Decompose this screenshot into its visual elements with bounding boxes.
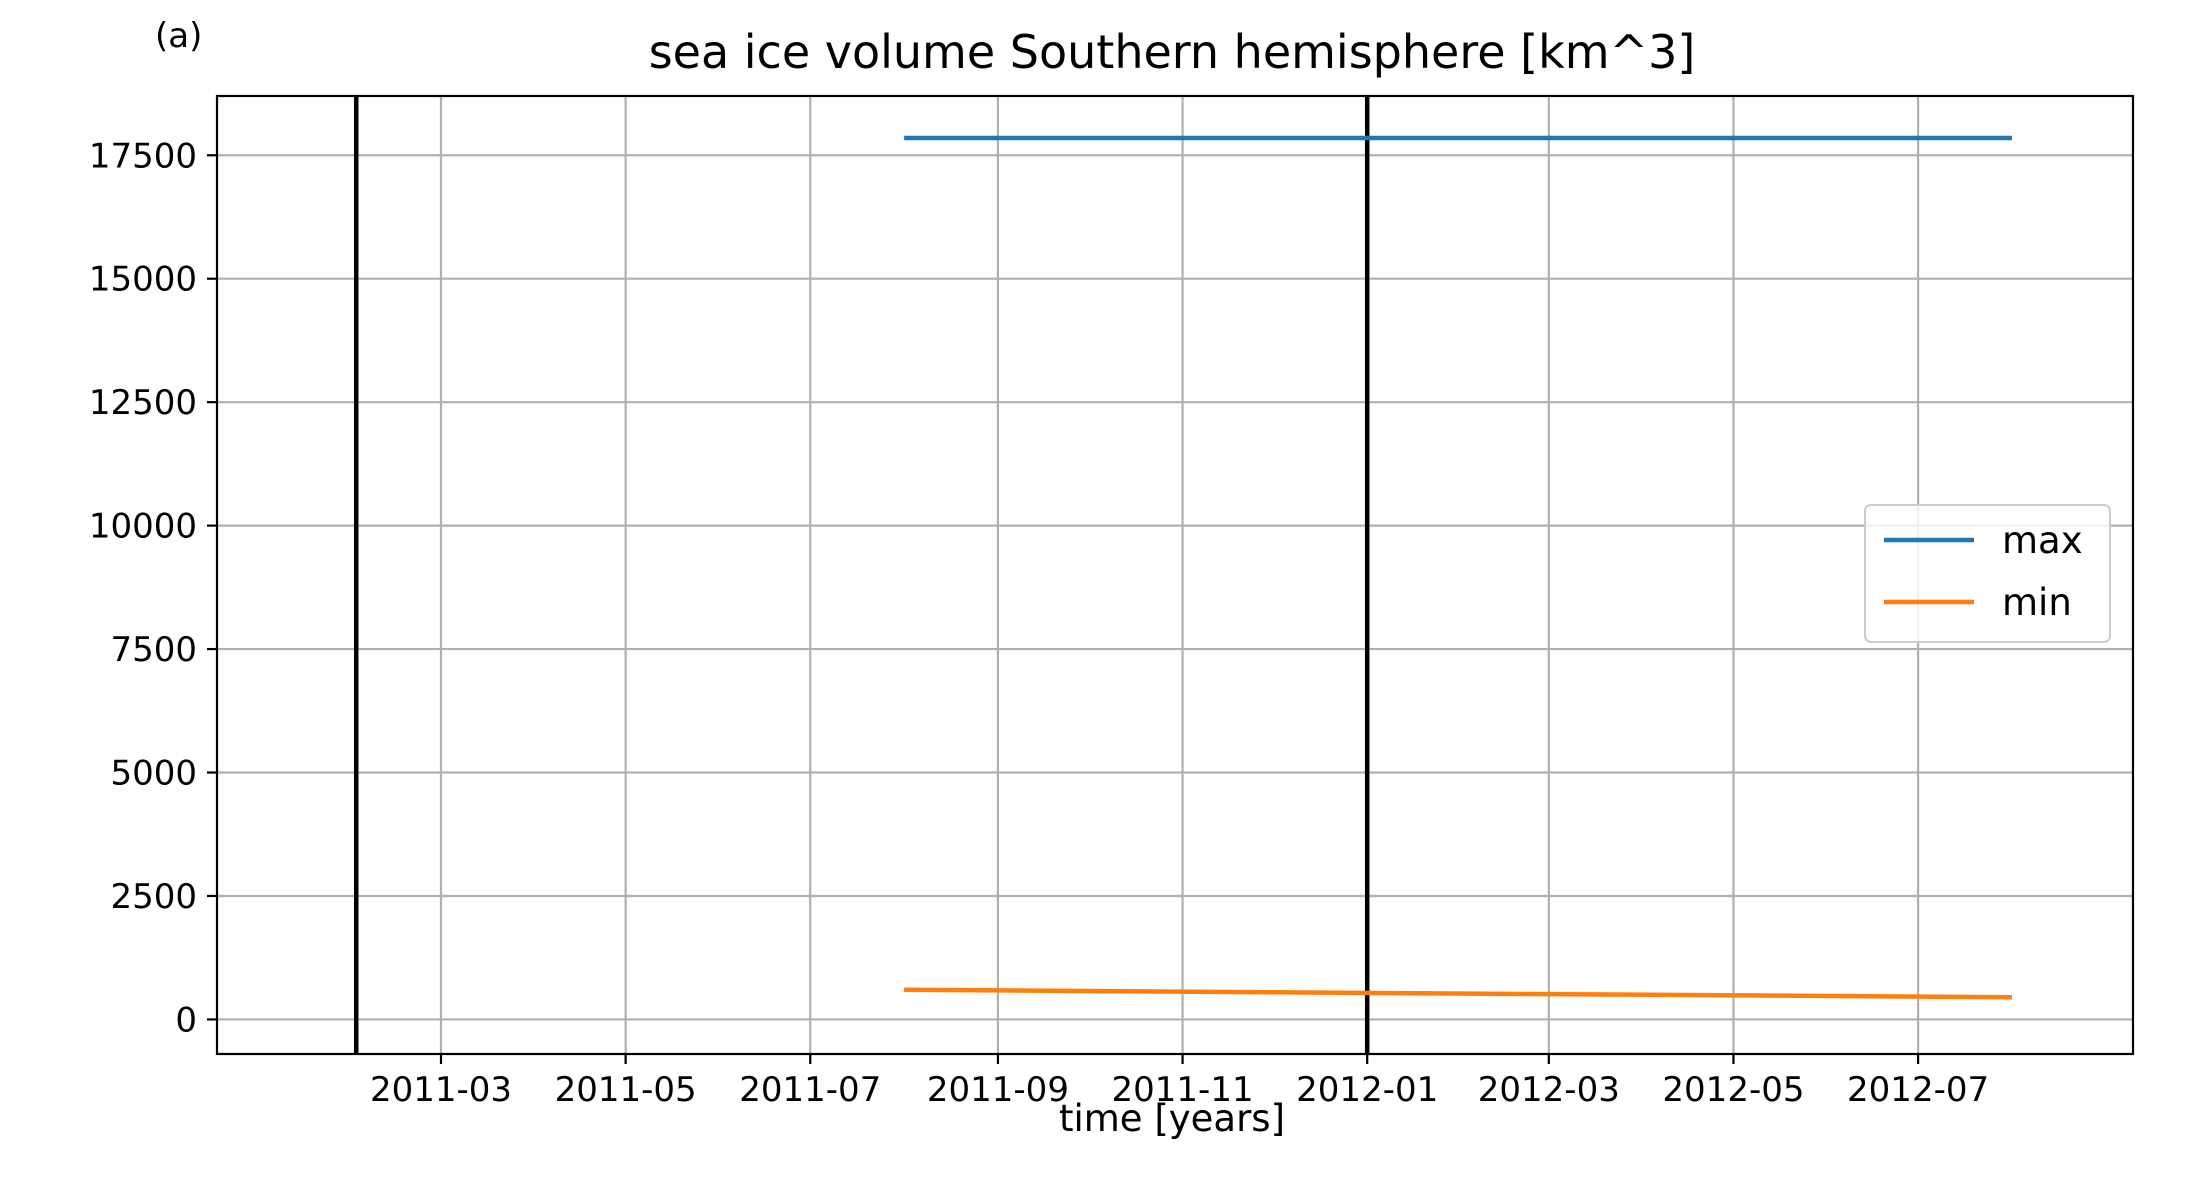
x-axis-label: time [years] — [1059, 1097, 1285, 1140]
y-tick-label: 12500 — [89, 383, 197, 423]
legend-label-max: max — [2002, 519, 2083, 562]
series-lines — [904, 135, 2012, 1000]
chart-title: sea ice volume Southern hemisphere [km^3… — [649, 25, 1696, 79]
plot-frame — [215, 94, 2135, 1056]
legend-label-min: min — [2002, 581, 2072, 624]
y-tick-label: 7500 — [110, 630, 197, 670]
y-tick-label: 15000 — [89, 260, 197, 300]
x-tick-label: 2011-05 — [555, 1070, 697, 1110]
x-tick-label: 2012-07 — [1847, 1070, 1989, 1110]
series-line-min — [904, 987, 2012, 1000]
legend: max min — [1864, 504, 2111, 643]
y-axis-ticks: 0 2500 5000 7500 10000 12500 15000 17500 — [89, 136, 217, 1040]
x-tick-label: 2011-11 — [1112, 1070, 1254, 1110]
x-tick-label: 2012-03 — [1478, 1070, 1620, 1110]
panel-label: (a) — [155, 16, 202, 56]
y-tick-label: 0 — [175, 1000, 197, 1040]
y-tick-label: 17500 — [89, 136, 197, 176]
x-tick-label: 2011-09 — [927, 1070, 1069, 1110]
x-tick-label: 2011-07 — [739, 1070, 881, 1110]
x-axis-ticks: 2011-03 2011-05 2011-07 2011-09 2011-11 2012-… — [370, 1054, 1989, 1110]
x-tick-label: 2011-03 — [370, 1070, 512, 1110]
y-tick-label: 5000 — [110, 754, 197, 794]
y-tick-label: 2500 — [110, 877, 197, 917]
x-tick-label: 2012-05 — [1662, 1070, 1804, 1110]
grid — [217, 96, 2133, 1054]
vertical-markers — [353, 96, 1370, 1054]
x-tick-label: 2012-01 — [1296, 1070, 1438, 1110]
y-tick-label: 10000 — [89, 507, 197, 547]
